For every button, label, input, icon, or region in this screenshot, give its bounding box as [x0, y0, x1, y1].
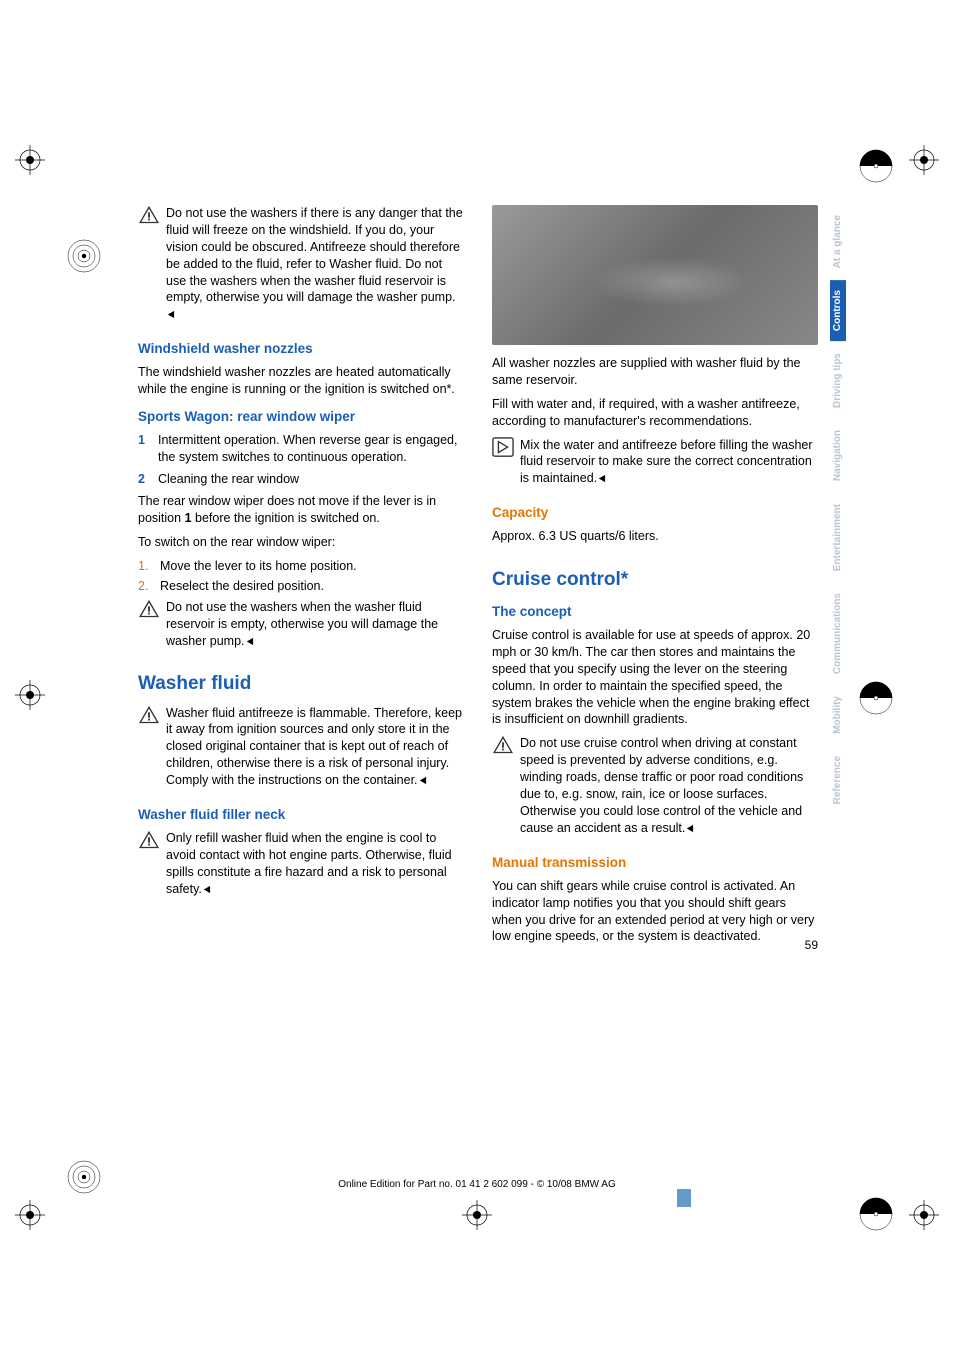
tab-entertainment[interactable]: Entertainment	[830, 494, 846, 581]
info-icon	[492, 437, 514, 457]
list-item: 1.Move the lever to its home position.	[138, 558, 464, 575]
crop-mark-icon	[909, 145, 939, 175]
p-manual: You can shift gears while cruise control…	[492, 878, 818, 946]
warning-icon	[138, 705, 160, 725]
side-tabs: At a glance Controls Driving tips Naviga…	[830, 205, 846, 816]
warning-5: Do not use cruise control when driving a…	[492, 735, 818, 843]
heading-capacity: Capacity	[492, 504, 818, 522]
crop-mark-icon	[15, 1200, 45, 1230]
heading-cruise: Cruise control*	[492, 567, 818, 593]
tab-mobility[interactable]: Mobility	[830, 686, 846, 744]
end-marker	[202, 881, 211, 898]
tab-communications[interactable]: Communications	[830, 583, 846, 684]
rosette-icon	[858, 148, 894, 184]
warning-icon	[138, 205, 160, 225]
p-fill: Fill with water and, if required, with a…	[492, 396, 818, 430]
rosette-icon	[66, 1159, 102, 1195]
warning-icon	[492, 735, 514, 755]
right-column: All washer nozzles are supplied with was…	[492, 205, 818, 952]
rosette-icon	[66, 238, 102, 274]
end-marker	[418, 772, 427, 789]
heading-nozzles: Windshield washer nozzles	[138, 340, 464, 358]
crop-mark-icon	[909, 1200, 939, 1230]
p-nozzles: The windshield washer nozzles are heated…	[138, 364, 464, 398]
tab-reference[interactable]: Reference	[830, 746, 846, 814]
p-concept: Cruise control is available for use at s…	[492, 627, 818, 728]
page-bar	[677, 1189, 691, 1207]
rosette-icon	[858, 680, 894, 716]
heading-filler: Washer fluid filler neck	[138, 806, 464, 824]
crop-mark-icon	[15, 145, 45, 175]
info1-text: Mix the water and antifreeze before fill…	[520, 438, 813, 486]
engine-figure	[492, 205, 818, 345]
tab-navigation[interactable]: Navigation	[830, 420, 846, 491]
end-marker	[597, 470, 606, 487]
heading-manual: Manual transmission	[492, 854, 818, 872]
end-marker	[245, 633, 254, 650]
list-item: 2Cleaning the rear window	[138, 471, 464, 488]
warn2-text: Do not use the washers when the washer f…	[166, 600, 438, 648]
warning-icon	[138, 599, 160, 619]
steps-list: 1.Move the lever to its home position. 2…	[138, 558, 464, 596]
end-marker	[166, 306, 175, 323]
list-item: 2.Reselect the desired position.	[138, 578, 464, 595]
heading-concept: The concept	[492, 603, 818, 621]
heading-sports: Sports Wagon: rear window wiper	[138, 408, 464, 426]
left-column: Do not use the washers if there is any d…	[138, 205, 464, 952]
warn1-text: Do not use the washers if there is any d…	[166, 206, 463, 304]
tab-controls[interactable]: Controls	[830, 280, 846, 341]
p-all: All washer nozzles are supplied with was…	[492, 355, 818, 389]
warning-icon	[138, 830, 160, 850]
p-capacity: Approx. 6.3 US quarts/6 liters.	[492, 528, 818, 545]
info-1: Mix the water and antifreeze before fill…	[492, 437, 818, 495]
tab-driving-tips[interactable]: Driving tips	[830, 343, 846, 418]
p-rear2: To switch on the rear window wiper:	[138, 534, 464, 551]
rosette-icon	[858, 1196, 894, 1232]
warning-1: Do not use the washers if there is any d…	[138, 205, 464, 330]
list-item: 1Intermittent operation. When reverse ge…	[138, 432, 464, 466]
end-marker	[685, 820, 694, 837]
page-number: 59	[805, 938, 818, 952]
warn5-text: Do not use cruise control when driving a…	[520, 736, 803, 834]
heading-washer: Washer fluid	[138, 671, 464, 697]
warning-4: Only refill washer fluid when the engine…	[138, 830, 464, 905]
p-rear1: The rear window wiper does not move if t…	[138, 493, 464, 527]
footer: Online Edition for Part no. 01 41 2 602 …	[0, 1179, 954, 1190]
sports-list: 1Intermittent operation. When reverse ge…	[138, 432, 464, 488]
tab-at-a-glance[interactable]: At a glance	[830, 205, 846, 278]
warning-3: Washer fluid antifreeze is flammable. Th…	[138, 705, 464, 796]
crop-mark-icon	[15, 680, 45, 710]
crop-mark-icon	[462, 1200, 492, 1230]
warning-2: Do not use the washers when the washer f…	[138, 599, 464, 657]
